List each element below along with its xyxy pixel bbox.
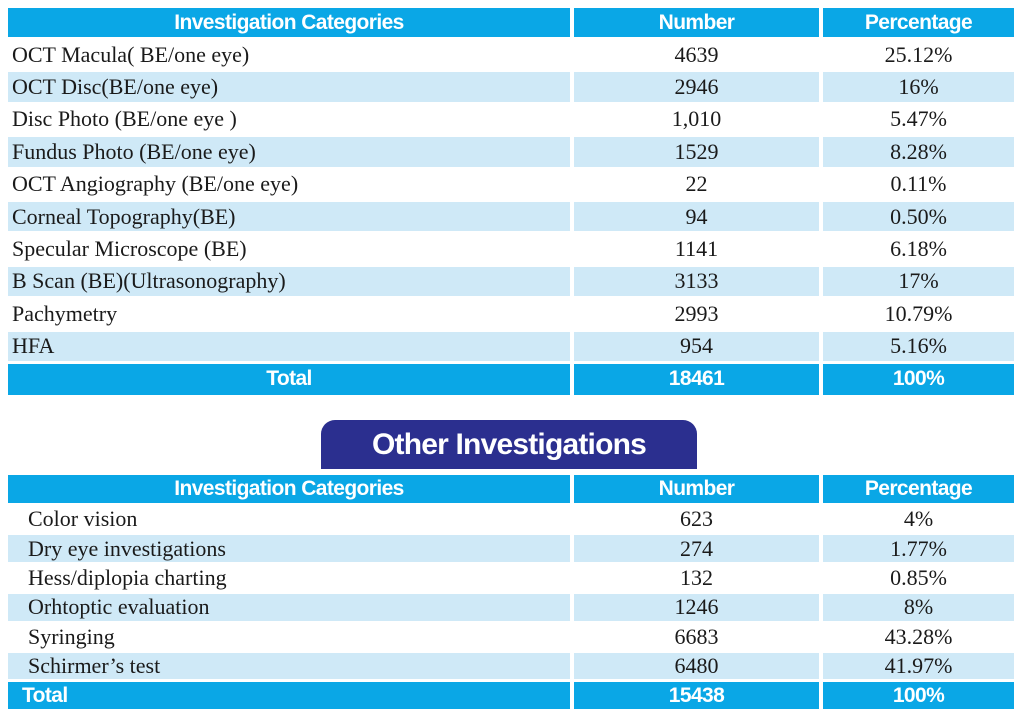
header-percentage: Percentage <box>823 8 1014 37</box>
category-cell: Hess/diplopia charting <box>8 564 570 592</box>
percentage-cell: 5.47% <box>823 104 1014 135</box>
category-cell: Specular Microscope (BE) <box>8 234 570 264</box>
table-row: Orhtoptic evaluation 1246 8% <box>8 594 1014 621</box>
table-row: OCT Disc(BE/one eye) 2946 16% <box>8 72 1014 102</box>
percentage-cell: 17% <box>823 266 1014 297</box>
table-row: B Scan (BE)(Ultrasonography) 3133 17% <box>8 266 1014 297</box>
number-cell: 1246 <box>574 594 819 621</box>
header-number: Number <box>574 475 819 503</box>
percentage-cell: 8.28% <box>823 137 1014 167</box>
category-cell: HFA <box>8 331 570 361</box>
percentage-cell: 0.50% <box>823 201 1014 232</box>
category-cell: Corneal Topography(BE) <box>8 201 570 232</box>
category-cell: OCT Angiography (BE/one eye) <box>8 169 570 199</box>
percentage-cell: 1.77% <box>823 535 1014 562</box>
percentage-cell: 4% <box>823 506 1014 533</box>
table-row: Disc Photo (BE/one eye ) 1,010 5.47% <box>8 104 1014 135</box>
percentage-cell: 41.97% <box>823 652 1014 680</box>
number-cell: 1141 <box>574 234 819 264</box>
table-row: Syringing 6683 43.28% <box>8 623 1014 650</box>
total-row: Total 15438 100% <box>8 682 1014 710</box>
category-cell: Fundus Photo (BE/one eye) <box>8 137 570 167</box>
category-cell: OCT Macula( BE/one eye) <box>8 40 570 70</box>
table-row: Pachymetry 2993 10.79% <box>8 299 1014 329</box>
header-number: Number <box>574 8 819 37</box>
table-row: Color vision 623 4% <box>8 506 1014 533</box>
percentage-cell: 10.79% <box>823 299 1014 329</box>
header-category: Investigation Categories <box>8 8 570 37</box>
category-cell: Disc Photo (BE/one eye ) <box>8 104 570 135</box>
category-cell: Pachymetry <box>8 299 570 329</box>
category-cell: OCT Disc(BE/one eye) <box>8 72 570 102</box>
total-number: 15438 <box>574 682 819 710</box>
total-number: 18461 <box>574 363 819 395</box>
other-investigations-banner: Other Investigations <box>321 420 697 469</box>
number-cell: 6683 <box>574 623 819 650</box>
number-cell: 2993 <box>574 299 819 329</box>
percentage-cell: 0.11% <box>823 169 1014 199</box>
percentage-cell: 8% <box>823 594 1014 621</box>
table-header-row: Investigation Categories Number Percenta… <box>8 8 1014 37</box>
table-row: Dry eye investigations 274 1.77% <box>8 535 1014 562</box>
table-row: OCT Angiography (BE/one eye) 22 0.11% <box>8 169 1014 199</box>
number-cell: 2946 <box>574 72 819 102</box>
number-cell: 94 <box>574 201 819 232</box>
total-percentage: 100% <box>823 363 1014 395</box>
number-cell: 623 <box>574 506 819 533</box>
category-cell: Orhtoptic evaluation <box>8 594 570 621</box>
percentage-cell: 43.28% <box>823 623 1014 650</box>
number-cell: 4639 <box>574 40 819 70</box>
total-label: Total <box>8 682 570 710</box>
table-row: Schirmer’s test 6480 41.97% <box>8 652 1014 680</box>
header-percentage: Percentage <box>823 475 1014 503</box>
investigations-table: Investigation Categories Number Percenta… <box>4 5 1017 398</box>
percentage-cell: 25.12% <box>823 40 1014 70</box>
total-percentage: 100% <box>823 682 1014 710</box>
category-cell: Schirmer’s test <box>8 652 570 680</box>
table-header-row: Investigation Categories Number Percenta… <box>8 475 1014 503</box>
category-cell: Dry eye investigations <box>8 535 570 562</box>
category-cell: B Scan (BE)(Ultrasonography) <box>8 266 570 297</box>
percentage-cell: 16% <box>823 72 1014 102</box>
category-cell: Syringing <box>8 623 570 650</box>
total-row: Total 18461 100% <box>8 363 1014 395</box>
number-cell: 132 <box>574 564 819 592</box>
number-cell: 1,010 <box>574 104 819 135</box>
table-row: Fundus Photo (BE/one eye) 1529 8.28% <box>8 137 1014 167</box>
table-row: OCT Macula( BE/one eye) 4639 25.12% <box>8 40 1014 70</box>
percentage-cell: 5.16% <box>823 331 1014 361</box>
percentage-cell: 6.18% <box>823 234 1014 264</box>
number-cell: 1529 <box>574 137 819 167</box>
number-cell: 6480 <box>574 652 819 680</box>
number-cell: 22 <box>574 169 819 199</box>
percentage-cell: 0.85% <box>823 564 1014 592</box>
number-cell: 954 <box>574 331 819 361</box>
number-cell: 3133 <box>574 266 819 297</box>
total-label: Total <box>8 363 570 395</box>
other-investigations-table: Investigation Categories Number Percenta… <box>4 472 1017 712</box>
table-row: Specular Microscope (BE) 1141 6.18% <box>8 234 1014 264</box>
table-row: Hess/diplopia charting 132 0.85% <box>8 564 1014 592</box>
table-row: Corneal Topography(BE) 94 0.50% <box>8 201 1014 232</box>
number-cell: 274 <box>574 535 819 562</box>
category-cell: Color vision <box>8 506 570 533</box>
header-category: Investigation Categories <box>8 475 570 503</box>
table-row: HFA 954 5.16% <box>8 331 1014 361</box>
